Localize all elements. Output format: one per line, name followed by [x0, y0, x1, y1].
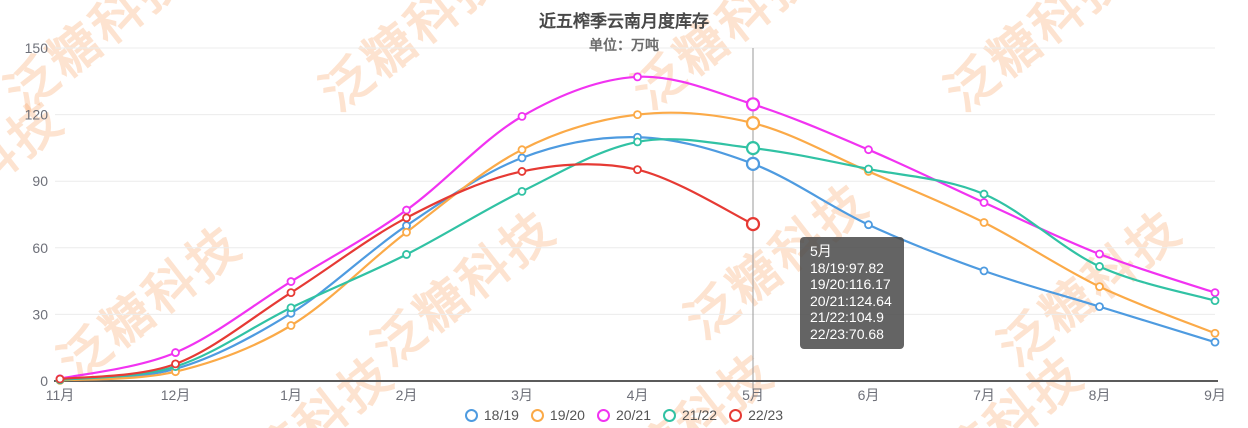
- legend-label: 20/21: [615, 407, 652, 423]
- data-point-19-20: [1095, 282, 1104, 292]
- legend-label: 19/20: [549, 407, 585, 423]
- data-point-20-21: [402, 205, 411, 215]
- data-point-18-19: [864, 220, 873, 230]
- legend-ring-icon: [663, 408, 677, 422]
- x-axis-label: 7月: [973, 387, 995, 403]
- data-point-20-21: [1210, 288, 1220, 298]
- x-axis-label: 3月: [511, 387, 533, 403]
- x-axis-label: 4月: [627, 387, 649, 403]
- legend-item-21-22[interactable]: 21/22: [663, 407, 717, 423]
- data-point-19-20: [402, 227, 411, 237]
- data-point-20-21: [286, 277, 296, 286]
- x-axis-label: 5月: [742, 387, 764, 403]
- data-point-22-23: [402, 213, 411, 223]
- data-point-19-20: [979, 218, 989, 227]
- x-axis-label: 1月: [280, 387, 302, 403]
- data-point-21-22: [1210, 296, 1220, 306]
- data-point-21-22: [633, 137, 642, 147]
- data-point-18-19: [1210, 337, 1220, 347]
- legend-item-20-21[interactable]: 20/21: [596, 407, 652, 423]
- tooltip-line: 21/22:104.9: [810, 309, 884, 325]
- legend-label: 18/19: [483, 407, 519, 423]
- x-axis-label: 8月: [1089, 387, 1111, 403]
- data-point-20-21: [979, 198, 989, 207]
- x-axis-label: 6月: [858, 387, 880, 403]
- y-axis-label: 60: [32, 240, 48, 256]
- data-point-18-19: [517, 153, 527, 163]
- x-axis-label: 2月: [396, 387, 418, 403]
- legend-ring-icon: [729, 408, 743, 422]
- data-point-22-23: [171, 359, 180, 369]
- data-point-21-22: [402, 250, 411, 259]
- x-axis-label: 11月: [46, 387, 75, 403]
- highlighted-data-point-19-20[interactable]: [745, 116, 761, 131]
- x-axis-label: 9月: [1204, 387, 1226, 403]
- legend-label: 22/23: [748, 407, 784, 423]
- data-point-18-19: [979, 266, 989, 276]
- data-point-22-23: [517, 167, 527, 176]
- data-point-22-23: [633, 165, 642, 175]
- data-point-21-22: [864, 164, 873, 174]
- highlighted-data-point-22-23[interactable]: [745, 216, 761, 232]
- series-line-21-22: [58, 138, 1217, 381]
- data-point-20-21: [864, 145, 873, 155]
- legend-ring-icon: [464, 408, 478, 422]
- y-axis-label: 120: [25, 107, 49, 123]
- y-axis-label: 30: [32, 306, 48, 322]
- chart-subtitle: 单位：万吨: [589, 37, 659, 53]
- legend-item-18-19[interactable]: 18/19: [464, 407, 519, 423]
- highlighted-data-point-18-19[interactable]: [745, 156, 761, 171]
- tooltip-line: 18/19:97.82: [810, 259, 884, 276]
- data-point-21-22: [517, 187, 527, 196]
- y-axis-label: 90: [32, 173, 48, 189]
- series-line-20-21: [58, 75, 1217, 380]
- tooltip-line: 19/20:116.17: [810, 276, 891, 292]
- data-point-18-19: [1095, 302, 1104, 312]
- highlighted-data-point-21-22[interactable]: [745, 141, 761, 156]
- y-axis-label: 150: [25, 40, 49, 56]
- legend-label: 21/22: [682, 407, 718, 423]
- data-point-21-22: [286, 303, 296, 313]
- chart-header: 近五榨季云南月度库存 单位：万吨: [0, 7, 1248, 55]
- tooltip-line: 20/21:124.64: [810, 292, 892, 309]
- x-axis-label: 12月: [161, 387, 191, 403]
- data-point-20-21: [171, 348, 180, 357]
- data-point-19-20: [633, 110, 642, 119]
- legend: 18/19 19/20 20/21 21/22 22/23: [0, 407, 1248, 423]
- data-point-19-20: [286, 321, 296, 330]
- data-point-21-22: [979, 189, 989, 199]
- data-point-20-21: [1095, 249, 1104, 259]
- data-point-22-23: [55, 374, 65, 384]
- series-line-22-23: [58, 163, 755, 381]
- chart-title: 近五榨季云南月度库存: [539, 12, 709, 31]
- tooltip: 5月 18/19:97.82 19/20:116.17 20/21:124.64 21…: [800, 237, 904, 349]
- tooltip-lines: 18/19:97.82 19/20:116.17 20/21:124.64 21/22…: [810, 260, 892, 343]
- data-point-20-21: [517, 111, 527, 121]
- legend-ring-icon: [530, 408, 544, 422]
- tooltip-title: 5月: [810, 243, 832, 259]
- y-axis-label: 0: [40, 373, 48, 389]
- legend-item-19-20[interactable]: 19/20: [530, 407, 585, 423]
- data-point-19-20: [517, 145, 527, 155]
- legend-item-22-23[interactable]: 22/23: [729, 407, 783, 423]
- data-point-20-21: [633, 72, 642, 82]
- highlighted-data-point-20-21[interactable]: [745, 97, 761, 112]
- data-point-21-22: [1095, 262, 1104, 271]
- data-point-22-23: [286, 288, 296, 298]
- legend-ring-icon: [596, 408, 610, 422]
- data-point-19-20: [1210, 328, 1220, 338]
- tooltip-line: 22/23:70.68: [810, 325, 884, 342]
